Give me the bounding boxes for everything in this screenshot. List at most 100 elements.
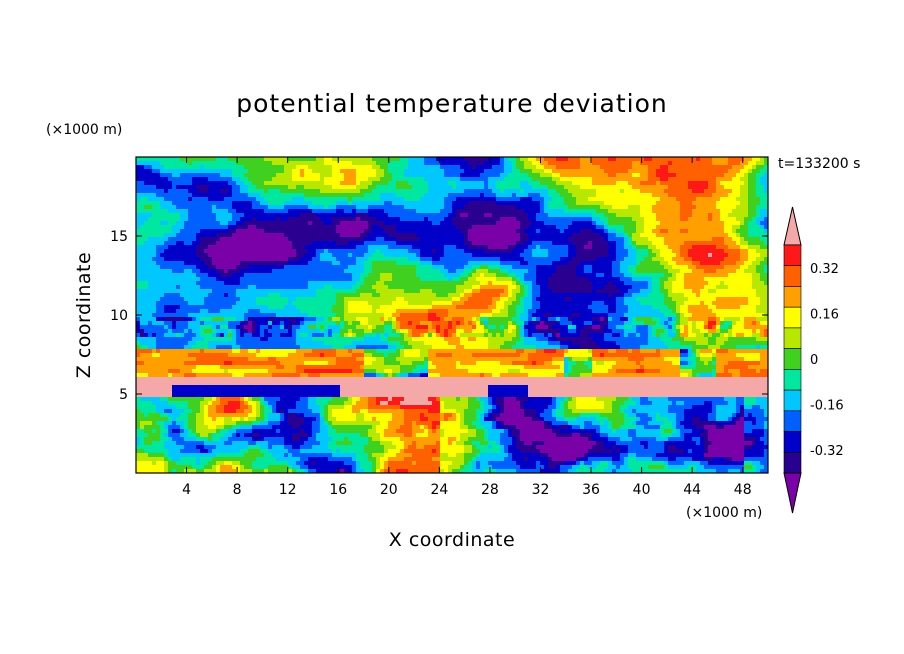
- contour-cell: [536, 197, 541, 202]
- contour-cell: [460, 157, 465, 162]
- contour-cell: [228, 173, 233, 178]
- contour-cell: [276, 237, 281, 242]
- contour-cell: [560, 257, 565, 262]
- contour-cell: [476, 221, 481, 226]
- contour-cell: [180, 201, 185, 206]
- contour-cell: [464, 253, 469, 258]
- contour-cell: [292, 181, 297, 186]
- contour-cell: [544, 265, 549, 270]
- contour-cell: [292, 209, 297, 214]
- contour-cell: [140, 253, 145, 258]
- contour-cell: [316, 257, 321, 262]
- contour-cell: [716, 221, 721, 226]
- contour-cell: [508, 193, 513, 198]
- contour-cell: [280, 193, 285, 198]
- contour-cell: [500, 261, 505, 266]
- contour-cell: [248, 177, 253, 182]
- contour-cell: [232, 181, 237, 186]
- contour-cell: [220, 177, 225, 182]
- contour-cell: [216, 225, 221, 230]
- contour-cell: [472, 233, 477, 238]
- contour-cell: [508, 221, 513, 226]
- contour-cell: [292, 277, 297, 282]
- contour-cell: [340, 157, 345, 162]
- contour-cell: [728, 161, 733, 166]
- contour-cell: [232, 213, 237, 218]
- contour-cell: [388, 217, 393, 222]
- contour-cell: [196, 209, 201, 214]
- contour-cell: [280, 169, 285, 174]
- contour-cell: [636, 229, 641, 234]
- contour-cell: [496, 245, 501, 250]
- contour-cell: [352, 273, 357, 278]
- contour-cell: [724, 205, 729, 210]
- contour-cell: [404, 281, 409, 286]
- contour-cell: [392, 233, 397, 238]
- contour-cell: [360, 161, 365, 166]
- contour-cell: [152, 205, 157, 210]
- contour-cell: [436, 281, 441, 286]
- contour-cell: [504, 269, 509, 274]
- contour-cell: [364, 193, 369, 198]
- contour-cell: [388, 173, 393, 178]
- contour-cell: [676, 217, 681, 222]
- contour-cell: [564, 201, 569, 206]
- contour-cell: [468, 249, 473, 254]
- contour-cell: [364, 209, 369, 214]
- contour-cell: [164, 181, 169, 186]
- contour-cell: [316, 241, 321, 246]
- contour-cell: [156, 177, 161, 182]
- contour-cell: [680, 197, 685, 202]
- contour-cell: [488, 209, 493, 214]
- contour-cell: [324, 213, 329, 218]
- contour-cell: [232, 209, 237, 214]
- contour-cell: [212, 237, 217, 242]
- contour-cell: [736, 237, 741, 242]
- contour-cell: [380, 161, 385, 166]
- contour-cell: [304, 233, 309, 238]
- contour-cell: [596, 233, 601, 238]
- contour-cell: [732, 249, 737, 254]
- contour-cell: [476, 229, 481, 234]
- contour-cell: [184, 273, 189, 278]
- contour-cell: [260, 277, 265, 282]
- contour-cell: [516, 209, 521, 214]
- contour-cell: [300, 169, 305, 174]
- contour-cell: [668, 169, 673, 174]
- contour-cell: [292, 217, 297, 222]
- contour-cell: [404, 173, 409, 178]
- contour-cell: [664, 261, 669, 266]
- contour-cell: [500, 217, 505, 222]
- contour-cell: [580, 233, 585, 238]
- contour-cell: [504, 213, 509, 218]
- contour-cell: [620, 265, 625, 270]
- contour-cell: [152, 281, 157, 286]
- contour-cell: [564, 189, 569, 194]
- contour-cell: [244, 193, 249, 198]
- contour-cell: [324, 245, 329, 250]
- contour-cell: [140, 225, 145, 230]
- contour-cell: [748, 245, 753, 250]
- contour-cell: [216, 261, 221, 266]
- contour-cell: [324, 265, 329, 270]
- contour-cell: [220, 257, 225, 262]
- contour-cell: [368, 233, 373, 238]
- contour-cell: [292, 233, 297, 238]
- contour-cell: [576, 241, 581, 246]
- contour-cell: [220, 253, 225, 258]
- contour-cell: [308, 281, 313, 286]
- contour-cell: [548, 193, 553, 198]
- contour-cell: [684, 165, 689, 170]
- contour-cell: [580, 193, 585, 198]
- contour-cell: [228, 241, 233, 246]
- contour-cell: [756, 273, 761, 278]
- contour-cell: [184, 249, 189, 254]
- contour-cell: [300, 237, 305, 242]
- contour-cell: [536, 225, 541, 230]
- contour-cell: [480, 245, 485, 250]
- contour-cell: [696, 241, 701, 246]
- contour-cell: [420, 245, 425, 250]
- contour-cell: [444, 245, 449, 250]
- contour-cell: [752, 213, 757, 218]
- contour-cell: [204, 189, 209, 194]
